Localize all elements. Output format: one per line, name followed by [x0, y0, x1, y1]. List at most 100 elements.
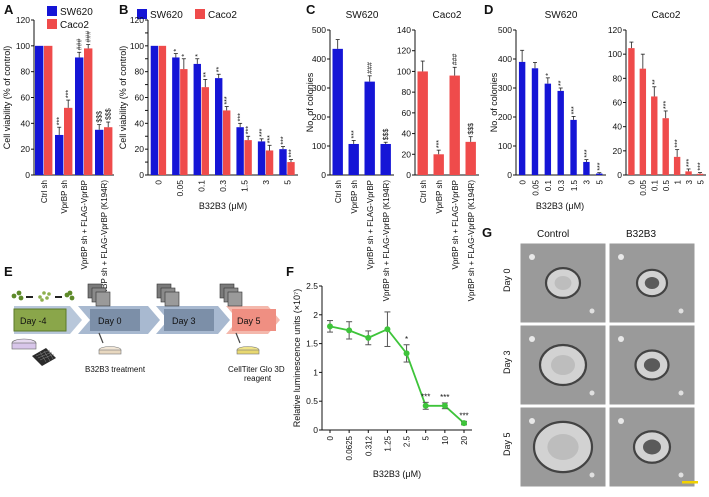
bar	[215, 78, 223, 175]
significance-marker: ***	[663, 101, 670, 109]
x-tick-label: 5	[282, 180, 292, 185]
significance-marker: ***	[224, 96, 231, 104]
reagent-dish-icon	[235, 332, 260, 355]
significance-marker: ###	[77, 39, 84, 51]
legend-label-caco2: Caco2	[60, 20, 89, 31]
y-tick-label: 400	[312, 54, 326, 64]
chart-c-colonies-caco2: 0 20 40 60 80 100 120 140 Caco2 Ctrl sh VprBP sh Vp…	[397, 10, 479, 301]
y-tick-label: 100	[16, 41, 30, 51]
x-tick-label: 0	[518, 179, 527, 184]
y-tick-label: 80	[613, 73, 623, 83]
bar	[685, 171, 692, 175]
chart-title: SW620	[545, 10, 578, 21]
x-tick-label: 0.05	[639, 179, 648, 195]
debris-dot	[678, 390, 684, 396]
chart-title: Caco2	[433, 10, 462, 21]
y-tick-label: 300	[498, 83, 512, 93]
y-tick-label: 100	[498, 141, 512, 151]
y-tick-label: 200	[498, 112, 512, 122]
debris-dot	[589, 390, 595, 396]
y-tick-label: 80	[402, 87, 412, 97]
x-tick-label: 2.5	[403, 435, 412, 447]
day-box-5	[232, 309, 276, 331]
x-axis-label: B32B3 (μM)	[536, 201, 584, 211]
x-axis-label: B32B3 (μM)	[373, 469, 421, 479]
y-tick-label: 0	[139, 170, 144, 180]
treatment-dish-icon	[98, 332, 122, 355]
y-tick-label: 20	[21, 144, 31, 154]
y-tick-label: 140	[397, 25, 411, 35]
spheroid-core	[643, 439, 661, 455]
x-tick-label: VprBP sh + FLAG-VprBP (K194R)	[382, 180, 391, 302]
x-tick-label: 3	[685, 179, 694, 184]
y-axis-label: Cell viability (% of control)	[118, 46, 128, 150]
y-axis-label: Relative luminescence units (×10⁷)	[292, 289, 302, 428]
significance-marker: *	[405, 335, 408, 344]
x-tick-label: VprBP sh + FLAG-VprBP (K194R)	[467, 180, 476, 302]
significance-marker: *	[545, 73, 552, 76]
significance-marker: $$$	[97, 111, 104, 123]
x-tick-label: 0.05	[531, 179, 540, 195]
significance-marker: *	[181, 54, 188, 57]
bar	[279, 149, 287, 175]
bar	[193, 63, 201, 175]
chart-a-cell-viability: 0 20 40 60 80 100 120 Cell viability (% of cont…	[2, 15, 114, 301]
x-tick-label: 0.3	[218, 180, 228, 192]
bar	[662, 118, 669, 175]
y-tick-label: 0	[406, 170, 411, 180]
y-tick-label: 1	[313, 367, 318, 377]
y-tick-label: 200	[312, 112, 326, 122]
bar	[265, 150, 274, 175]
y-tick-label: 120	[130, 15, 144, 25]
legend-label-sw620: SW620	[60, 7, 93, 18]
x-tick-label: 0	[154, 180, 164, 185]
data-point	[365, 334, 372, 341]
day-box-0	[90, 309, 140, 331]
y-tick-label: 100	[397, 66, 411, 76]
y-tick-label: 0	[507, 170, 512, 180]
day-label-5: Day 5	[237, 316, 261, 326]
bar	[64, 107, 73, 175]
y-tick-label: 400	[498, 54, 512, 64]
bar	[544, 83, 552, 175]
significance-marker: ***	[597, 162, 604, 170]
series-line	[329, 325, 465, 424]
y-tick-label: 0	[321, 170, 326, 180]
x-tick-label: 3	[583, 179, 592, 184]
day-box-minus4	[13, 308, 67, 332]
x-tick-label: 0	[326, 435, 335, 440]
significance-marker: $$$	[106, 108, 113, 120]
y-tick-label: 80	[21, 67, 31, 77]
significance-marker: ***	[57, 117, 64, 125]
bar	[332, 48, 343, 175]
significance-marker: ***	[280, 136, 287, 144]
y-tick-label: 40	[402, 129, 412, 139]
bar	[35, 45, 44, 176]
plate-stack-icon	[219, 283, 243, 307]
debris-dot	[618, 418, 624, 424]
bar	[639, 68, 647, 175]
y-tick-label: 40	[21, 118, 31, 128]
spheroid-core	[644, 277, 660, 289]
day-label-3: Day 3	[172, 316, 196, 326]
plate-stack-icon	[156, 283, 180, 307]
treatment-label: B32B3 treatment	[85, 365, 146, 374]
x-tick-label: 0.1	[651, 179, 660, 191]
bar	[380, 143, 391, 175]
debris-dot	[618, 254, 624, 260]
bar	[651, 96, 658, 175]
spheroid-core	[551, 355, 575, 375]
bar	[180, 69, 188, 175]
spheroid-core	[554, 276, 572, 290]
bar	[287, 162, 295, 175]
bar	[596, 173, 603, 175]
debris-dot	[529, 254, 535, 260]
y-tick-label: 0	[25, 170, 30, 180]
significance-marker: ###	[452, 53, 459, 65]
y-tick-label: 120	[16, 15, 30, 25]
bar	[465, 141, 476, 175]
significance-marker: $$$	[383, 128, 390, 140]
bar	[236, 127, 244, 175]
y-tick-label: 2.5	[306, 281, 318, 291]
x-tick-label: VprBP sh	[60, 180, 69, 214]
